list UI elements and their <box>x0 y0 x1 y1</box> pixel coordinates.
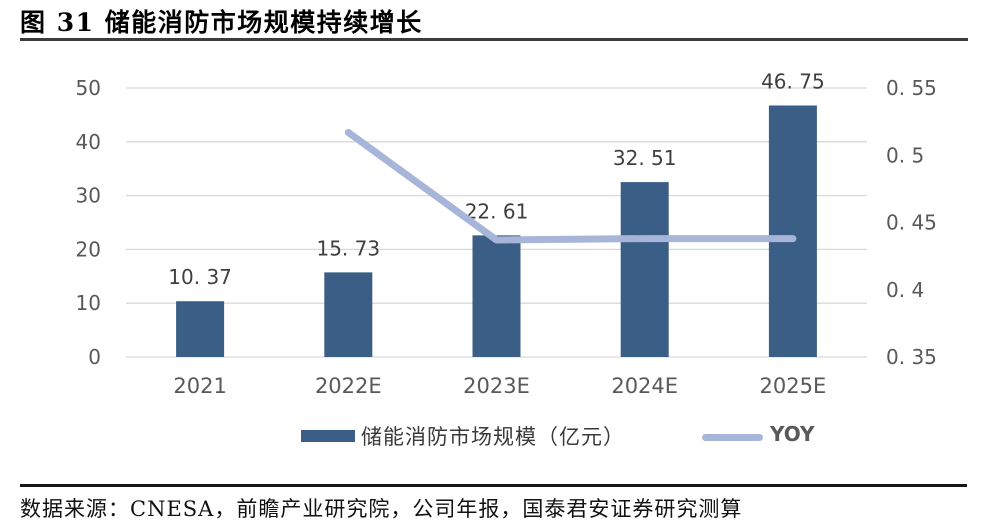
legend-line-label: YOY <box>770 422 815 446</box>
source-note: 数据来源：CNESA，前瞻产业研究院，公司年报，国泰君安证券研究测算 <box>20 497 743 521</box>
legend-bar-label: 储能消防市场规模（亿元） <box>361 425 625 449</box>
right-axis-tick: 0. 5 <box>886 143 924 167</box>
bar-value-label: 32. 51 <box>613 146 677 170</box>
x-axis-label: 2022E <box>315 374 382 398</box>
bar-value-label: 46. 75 <box>761 69 825 93</box>
bar-value-label: 10. 37 <box>168 265 232 289</box>
x-axis-label: 2025E <box>760 374 827 398</box>
figure-title: 图 31 储能消防市场规模持续增长 <box>20 8 423 37</box>
right-axis-tick: 0. 35 <box>886 345 937 369</box>
left-axis-tick: 10 <box>76 291 101 315</box>
bar <box>176 301 225 357</box>
legend-line-swatch <box>702 434 763 441</box>
bar <box>620 182 669 357</box>
bar <box>324 272 373 357</box>
x-axis-label: 2024E <box>611 374 678 398</box>
left-axis-tick: 0 <box>88 345 101 369</box>
x-axis-label: 2023E <box>463 374 530 398</box>
left-axis-tick: 40 <box>76 130 101 154</box>
bar-value-label: 22. 61 <box>465 199 529 223</box>
left-axis-tick: 50 <box>76 76 101 100</box>
chart: 0 10 20 30 40 50 0. 35 0. 4 0. 45 0. 5 0. 55 10. 37… <box>76 69 937 398</box>
bottom-rule <box>20 484 967 487</box>
bar <box>472 235 521 357</box>
left-axis-tick: 30 <box>76 184 101 208</box>
bar <box>768 105 817 357</box>
bar-value-label: 15. 73 <box>316 236 380 260</box>
x-axis-label: 2021 <box>173 374 226 398</box>
yoy-line <box>344 128 797 244</box>
right-axis-tick: 0. 55 <box>886 76 937 100</box>
legend-bar-swatch <box>301 430 355 442</box>
left-axis-tick: 20 <box>76 237 101 261</box>
title-rule <box>20 38 968 41</box>
right-axis-tick: 0. 45 <box>886 211 937 235</box>
right-axis-tick: 0. 4 <box>886 278 924 302</box>
